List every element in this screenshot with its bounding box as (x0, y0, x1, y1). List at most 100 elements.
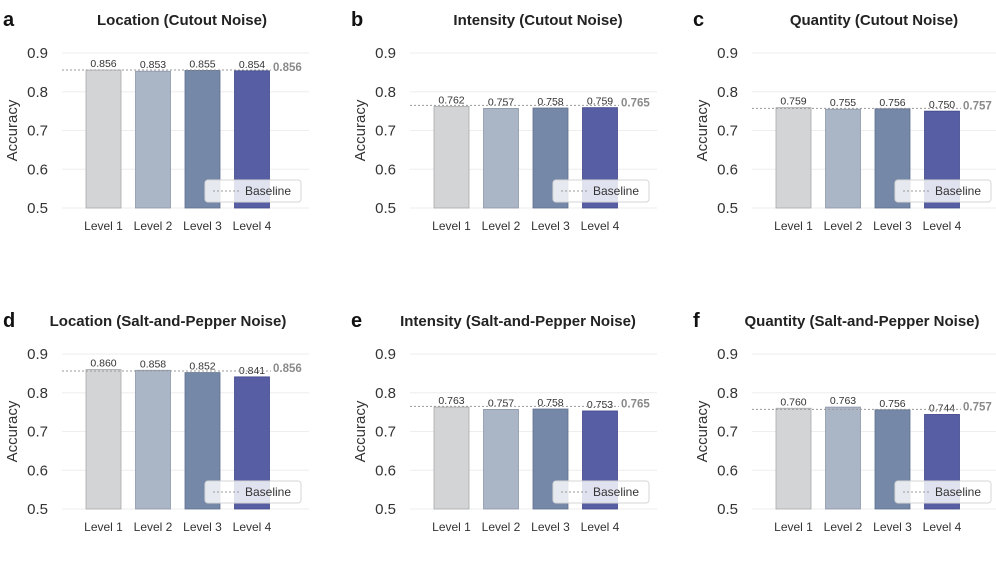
bar (135, 70, 171, 209)
y-tick-label: 0.7 (375, 424, 396, 441)
chart-panel-b: b Intensity (Cutout Noise) 0.5 0.6 0.7 0.8 0.9… (348, 0, 680, 268)
y-tick-label: 0.9 (27, 45, 48, 62)
data-label: 0.753 (587, 399, 613, 411)
x-tick-label: Level 2 (482, 520, 521, 534)
data-label: 0.852 (189, 361, 215, 373)
baseline-value-label: 0.765 (621, 398, 650, 410)
x-tick-label: Level 3 (531, 520, 570, 534)
y-tick-label: 0.7 (27, 424, 48, 441)
bar (433, 106, 470, 209)
data-label: 0.841 (239, 365, 265, 377)
data-label: 0.856 (90, 58, 116, 70)
data-label: 0.762 (438, 94, 464, 106)
y-tick-label: 0.6 (375, 462, 396, 479)
bar (825, 108, 861, 209)
x-tick-label: Level 3 (873, 219, 912, 233)
legend-label: Baseline (935, 184, 981, 198)
legend-box (204, 480, 302, 504)
y-tick-label: 0.8 (375, 84, 396, 101)
bar (775, 407, 812, 510)
legend-label: Baseline (593, 184, 639, 198)
x-tick-label: Level 3 (873, 520, 912, 534)
bar (532, 107, 569, 209)
data-label: 0.756 (879, 398, 905, 410)
x-tick-label: Level 4 (581, 219, 620, 233)
y-tick-label: 0.6 (717, 161, 738, 178)
legend-label: Baseline (245, 485, 291, 499)
bar (775, 107, 812, 209)
bar (483, 108, 519, 209)
y-tick-label: 0.6 (27, 462, 48, 479)
x-tick-label: Level 2 (134, 520, 173, 534)
x-tick-label: Level 1 (432, 219, 471, 233)
y-tick-label: 0.8 (717, 84, 738, 101)
x-tick-label: Level 3 (183, 219, 222, 233)
x-tick-label: Level 4 (233, 219, 272, 233)
legend-box (552, 179, 650, 203)
x-tick-label: Level 1 (774, 219, 813, 233)
y-tick-label: 0.9 (375, 45, 396, 62)
data-label: 0.860 (90, 358, 116, 370)
data-label: 0.757 (488, 397, 514, 409)
y-axis-label: Accuracy (4, 400, 21, 462)
y-tick-label: 0.6 (375, 161, 396, 178)
data-label: 0.756 (879, 97, 905, 109)
chart-title: Intensity (Cutout Noise) (453, 12, 622, 29)
x-tick-label: Level 2 (482, 219, 521, 233)
bar (135, 369, 171, 510)
y-tick-label: 0.5 (375, 200, 396, 217)
chart-panel-f: f Quantity (Salt-and-Pepper Noise) 0.5 0.6 0… (690, 301, 996, 569)
panel-letter: d (3, 310, 15, 332)
x-tick-label: Level 4 (923, 219, 962, 233)
bar (85, 369, 122, 510)
y-tick-label: 0.9 (27, 346, 48, 363)
legend-box (204, 179, 302, 203)
x-tick-label: Level 4 (233, 520, 272, 534)
x-tick-label: Level 2 (824, 219, 863, 233)
data-label: 0.858 (140, 358, 166, 370)
y-tick-label: 0.5 (27, 200, 48, 217)
data-label: 0.853 (140, 59, 166, 71)
x-tick-label: Level 3 (531, 219, 570, 233)
y-tick-label: 0.6 (717, 462, 738, 479)
panel-letter: b (351, 9, 363, 31)
chart-panel-a: a Location (Cutout Noise) 0.5 0.6 0.7 0.8 0.9 A… (0, 0, 332, 268)
y-axis-label: Accuracy (694, 400, 711, 462)
y-tick-label: 0.5 (27, 501, 48, 518)
data-label: 0.855 (189, 58, 215, 70)
chart-panel-d: d Location (Salt-and-Pepper Noise) 0.5 0.6 0… (0, 301, 332, 569)
y-tick-label: 0.8 (27, 385, 48, 402)
y-tick-label: 0.6 (27, 161, 48, 178)
data-label: 0.757 (488, 96, 514, 108)
bar (825, 406, 861, 510)
legend-label: Baseline (593, 485, 639, 499)
chart-title: Quantity (Cutout Noise) (790, 12, 958, 29)
y-tick-label: 0.7 (717, 123, 738, 140)
baseline-value-label: 0.856 (273, 62, 302, 74)
data-label: 0.760 (780, 396, 806, 408)
data-label: 0.763 (438, 395, 464, 407)
baseline-value-label: 0.757 (963, 100, 992, 112)
baseline-value-label: 0.757 (963, 401, 992, 413)
y-tick-label: 0.7 (27, 123, 48, 140)
data-label: 0.755 (830, 97, 856, 109)
legend-label: Baseline (935, 485, 981, 499)
y-axis-label: Accuracy (352, 99, 369, 161)
legend-box (552, 480, 650, 504)
y-tick-label: 0.5 (375, 501, 396, 518)
x-tick-label: Level 1 (774, 520, 813, 534)
y-tick-label: 0.9 (375, 346, 396, 363)
y-tick-label: 0.9 (717, 45, 738, 62)
data-label: 0.744 (929, 402, 955, 414)
x-tick-label: Level 2 (134, 219, 173, 233)
y-tick-label: 0.9 (717, 346, 738, 363)
y-tick-label: 0.5 (717, 200, 738, 217)
chart-title: Location (Salt-and-Pepper Noise) (50, 313, 287, 330)
legend-box (894, 480, 992, 504)
bar (433, 406, 470, 510)
data-label: 0.758 (537, 96, 563, 108)
x-tick-label: Level 1 (84, 520, 123, 534)
panel-letter: e (351, 310, 362, 332)
bar (85, 69, 122, 209)
y-axis-label: Accuracy (694, 99, 711, 161)
